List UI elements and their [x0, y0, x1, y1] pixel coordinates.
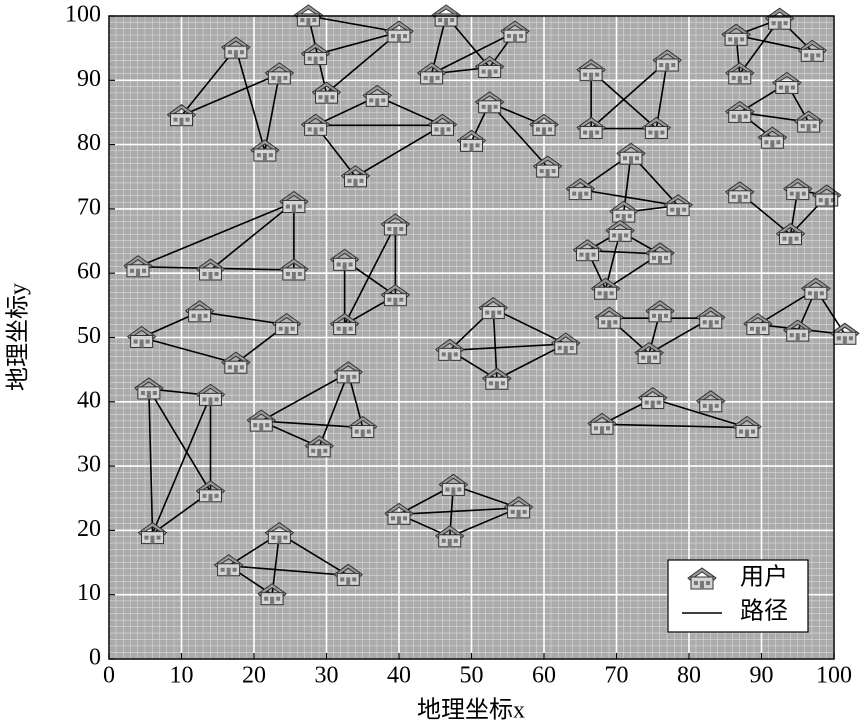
path-segment: [181, 73, 280, 117]
path-segment: [325, 31, 400, 94]
path-segment: [180, 47, 237, 117]
path-segment: [209, 201, 295, 271]
y-tick-label: 20: [77, 516, 101, 542]
path-segment: [260, 372, 349, 422]
x-tick-label: 60: [532, 663, 556, 689]
x-axis-label: 地理坐标x: [417, 697, 525, 724]
path-segment: [235, 47, 266, 152]
y-tick-label: 70: [77, 194, 101, 220]
y-tick-label: 80: [77, 130, 101, 156]
y-tick-label: 100: [65, 2, 101, 28]
legend-box: [667, 559, 809, 633]
y-tick-label: 60: [77, 259, 101, 285]
path-segment: [199, 310, 287, 326]
path-segment: [148, 388, 212, 493]
path-segment: [449, 343, 566, 352]
x-tick-label: 90: [750, 663, 774, 689]
legend-label: 用户: [740, 564, 788, 591]
y-tick-label: 10: [77, 580, 101, 606]
path-segment: [308, 15, 400, 33]
path-segment: [343, 224, 397, 326]
y-tick-label: 0: [89, 645, 101, 671]
path-segment: [492, 308, 498, 380]
y-axis-label: 地理坐标y: [5, 283, 32, 391]
path-segment: [652, 397, 748, 429]
x-tick-label: 50: [460, 663, 484, 689]
user-house: [830, 322, 860, 345]
path-segment: [580, 188, 679, 207]
ticks: 0 10 20 30 40 50 60 70 80 90 100 0 10 20 30 40 50 60 70 80 9…: [65, 2, 852, 689]
x-tick-label: 30: [315, 663, 339, 689]
path-segment: [264, 73, 281, 152]
x-tick-label: 100: [816, 663, 852, 689]
x-tick-label: 10: [170, 663, 194, 689]
path-segment: [318, 372, 349, 448]
path-segment: [148, 388, 154, 534]
path-segment: [398, 507, 519, 516]
x-tick-label: 0: [103, 663, 115, 689]
legend-label: 路径: [740, 598, 788, 625]
y-tick-label: 40: [77, 387, 101, 413]
path-segment: [151, 395, 212, 534]
path-segment: [492, 307, 567, 345]
path-segment: [261, 420, 363, 429]
y-tick-label: 30: [77, 452, 101, 478]
path-segment: [489, 102, 549, 168]
x-tick-label: 70: [605, 663, 629, 689]
y-tick-label: 50: [77, 323, 101, 349]
path-segment: [228, 564, 349, 577]
path-segment: [590, 60, 668, 130]
x-tick-label: 40: [387, 663, 411, 689]
y-tick-label: 90: [77, 66, 101, 92]
path-segment: [431, 31, 516, 75]
x-tick-label: 20: [242, 663, 266, 689]
path-segment: [601, 423, 748, 429]
path-segment: [137, 201, 295, 268]
user-house: [765, 7, 795, 30]
path-segment: [141, 336, 237, 364]
path-segment: [735, 34, 813, 53]
path-segment: [655, 60, 669, 129]
path-segment: [355, 124, 443, 178]
path-segment: [315, 31, 400, 56]
x-tick-label: 80: [677, 663, 701, 689]
